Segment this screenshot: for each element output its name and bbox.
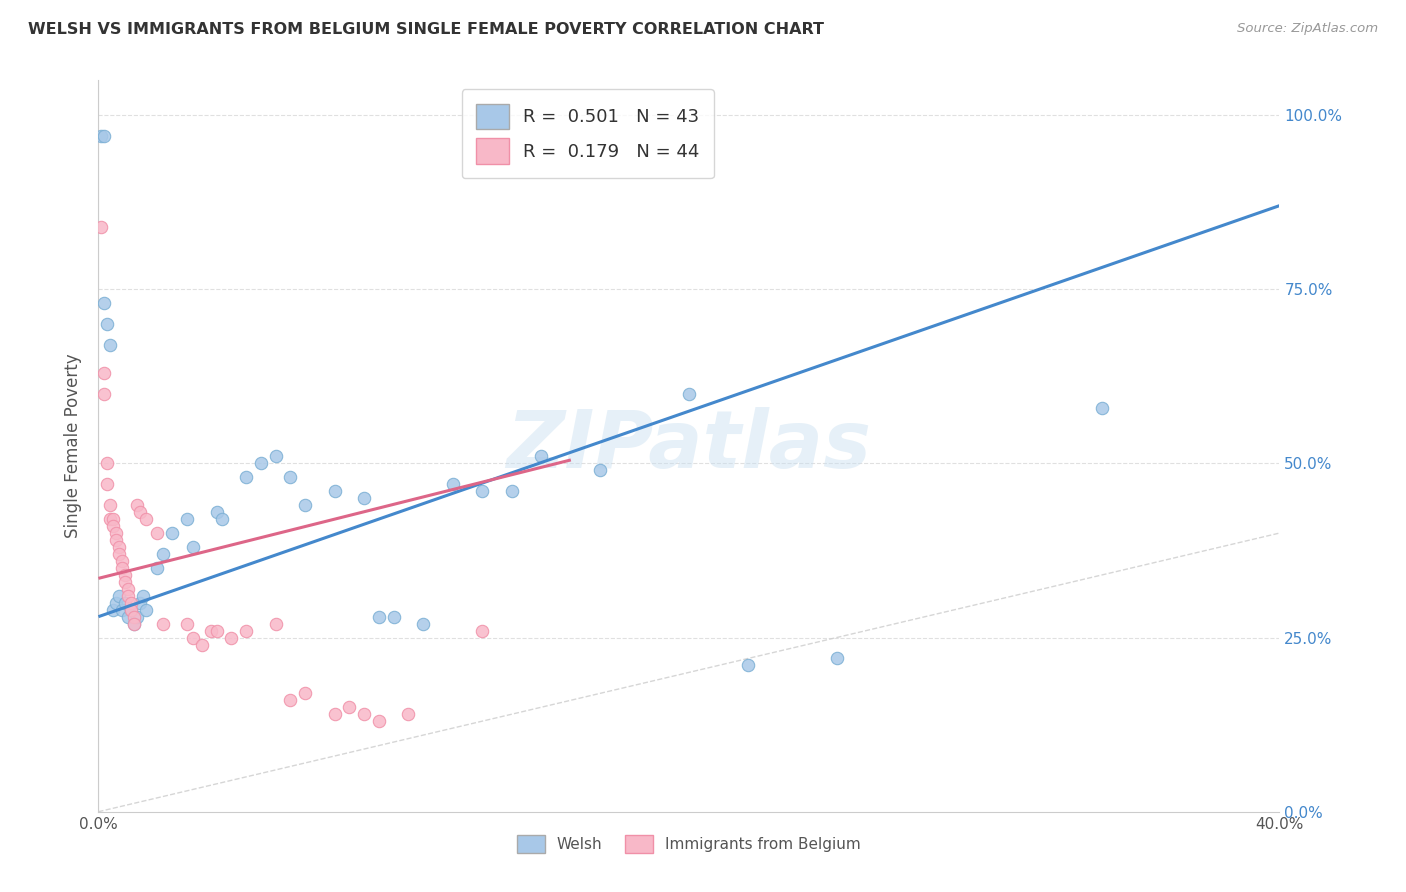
Point <box>108 540 131 554</box>
Point <box>278 470 302 484</box>
Point <box>93 386 115 401</box>
Point <box>96 457 118 471</box>
Point <box>250 457 273 471</box>
Point <box>93 366 115 380</box>
Point <box>120 603 142 617</box>
Point <box>90 128 112 143</box>
Point <box>90 219 112 234</box>
Point <box>122 609 145 624</box>
Point <box>122 616 145 631</box>
Point <box>471 484 494 499</box>
Point <box>323 484 346 499</box>
Point <box>103 512 125 526</box>
Point <box>181 631 204 645</box>
Point <box>152 616 174 631</box>
Point <box>501 484 523 499</box>
Point <box>323 707 346 722</box>
Point <box>412 616 434 631</box>
Point <box>211 512 233 526</box>
Point <box>441 477 464 491</box>
Point <box>117 589 139 603</box>
Point <box>96 477 118 491</box>
Point <box>737 658 759 673</box>
Point <box>191 638 214 652</box>
Point <box>93 296 115 310</box>
Point <box>114 567 136 582</box>
Point <box>96 317 118 331</box>
Point <box>111 603 134 617</box>
Point <box>264 616 287 631</box>
Point <box>146 561 169 575</box>
Point <box>339 700 360 714</box>
Point <box>396 707 419 722</box>
Point <box>103 603 125 617</box>
Text: WELSH VS IMMIGRANTS FROM BELGIUM SINGLE FEMALE POVERTY CORRELATION CHART: WELSH VS IMMIGRANTS FROM BELGIUM SINGLE … <box>28 22 824 37</box>
Point <box>98 338 121 352</box>
Point <box>530 450 553 464</box>
Point <box>353 707 375 722</box>
Point <box>108 547 131 561</box>
Point <box>105 596 128 610</box>
Legend: Welsh, Immigrants from Belgium: Welsh, Immigrants from Belgium <box>510 829 868 859</box>
Point <box>146 526 169 541</box>
Point <box>98 498 121 512</box>
Point <box>176 512 198 526</box>
Point <box>205 505 228 519</box>
Point <box>278 693 302 707</box>
Y-axis label: Single Female Poverty: Single Female Poverty <box>65 354 83 538</box>
Point <box>117 609 139 624</box>
Point <box>162 526 183 541</box>
Point <box>120 603 142 617</box>
Point <box>125 498 148 512</box>
Point <box>678 386 700 401</box>
Point <box>368 609 391 624</box>
Point <box>128 596 150 610</box>
Point <box>93 128 115 143</box>
Point <box>152 547 174 561</box>
Point <box>294 498 316 512</box>
Point <box>135 512 157 526</box>
Point <box>108 589 131 603</box>
Point <box>135 603 157 617</box>
Point <box>294 686 316 700</box>
Point <box>382 609 405 624</box>
Text: Source: ZipAtlas.com: Source: ZipAtlas.com <box>1237 22 1378 36</box>
Point <box>471 624 494 638</box>
Point <box>117 582 139 596</box>
Point <box>114 596 136 610</box>
Point <box>122 616 145 631</box>
Point <box>353 491 375 506</box>
Point <box>128 505 150 519</box>
Point <box>264 450 287 464</box>
Point <box>589 463 612 477</box>
Point <box>111 561 134 575</box>
Point <box>98 512 121 526</box>
Point <box>176 616 198 631</box>
Point <box>111 554 134 568</box>
Point <box>219 631 242 645</box>
Text: ZIPatlas: ZIPatlas <box>506 407 872 485</box>
Point <box>200 624 222 638</box>
Point <box>120 596 142 610</box>
Point <box>235 624 257 638</box>
Point <box>825 651 848 665</box>
Point <box>114 574 136 589</box>
Point <box>125 609 148 624</box>
Point <box>205 624 228 638</box>
Point <box>132 589 155 603</box>
Point <box>1091 401 1114 415</box>
Point <box>368 714 391 728</box>
Point <box>105 526 128 541</box>
Point <box>105 533 128 547</box>
Point <box>235 470 257 484</box>
Point <box>181 540 204 554</box>
Point <box>103 519 125 533</box>
